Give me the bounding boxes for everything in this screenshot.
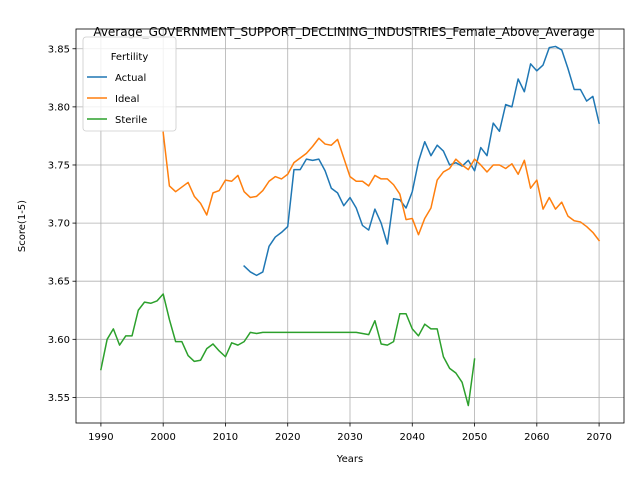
y-tick-label: 3.80 <box>48 102 70 113</box>
series-line-sterile <box>100 293 476 407</box>
x-tick-label: 2010 <box>213 432 238 443</box>
legend-box <box>82 36 177 132</box>
x-tick-label: 2050 <box>462 432 487 443</box>
x-tick-label: 2030 <box>337 432 362 443</box>
series-line-ideal <box>162 131 601 242</box>
x-axis-label: Years <box>336 454 363 465</box>
axis-ticks: 1990 2000 2010 2020 2030 2040 2050 2060 2070 3.55… <box>48 44 612 443</box>
x-tick-label: 2020 <box>275 432 300 443</box>
y-tick-label: 3.65 <box>48 277 70 288</box>
data-series <box>100 45 601 407</box>
y-axis-label: Score(1-5) <box>17 200 28 252</box>
legend: Fertility Actual Ideal Sterile <box>82 36 177 132</box>
x-tick-label: 2000 <box>150 432 175 443</box>
y-tick-label: 3.70 <box>48 219 70 230</box>
y-tick-label: 3.85 <box>48 44 70 55</box>
series-line-actual <box>243 45 600 277</box>
x-tick-label: 2040 <box>400 432 425 443</box>
legend-label-actual: Actual <box>115 73 146 84</box>
legend-label-sterile: Sterile <box>115 115 147 126</box>
legend-label-ideal: Ideal <box>115 94 139 105</box>
y-tick-label: 3.60 <box>48 335 70 346</box>
legend-title: Fertility <box>111 52 149 63</box>
x-tick-label: 2060 <box>524 432 549 443</box>
x-tick-label: 1990 <box>88 432 113 443</box>
x-tick-label: 2070 <box>586 432 611 443</box>
y-tick-label: 3.55 <box>48 393 70 404</box>
y-tick-label: 3.75 <box>48 160 70 171</box>
chart-title: Average_GOVERNMENT_SUPPORT_DECLINING_IND… <box>93 25 594 39</box>
